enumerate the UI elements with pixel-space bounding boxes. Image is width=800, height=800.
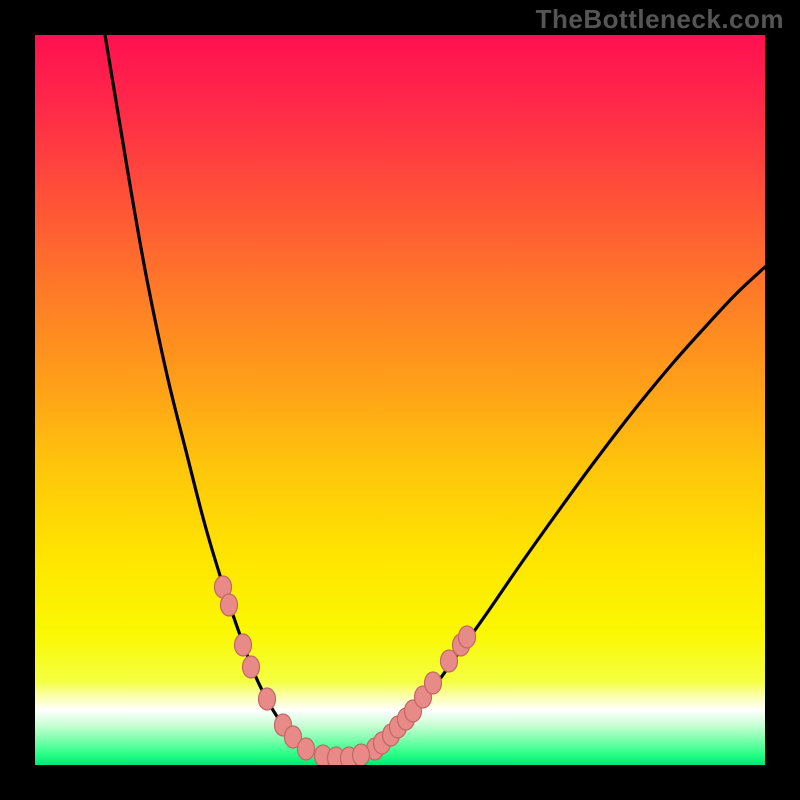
chart-frame: TheBottleneck.com (0, 0, 800, 800)
data-marker (259, 688, 276, 710)
data-marker (243, 656, 260, 678)
data-marker (353, 744, 370, 765)
plot-area (35, 35, 765, 765)
data-marker (425, 672, 442, 694)
watermark-text: TheBottleneck.com (536, 4, 784, 35)
data-marker (235, 634, 252, 656)
plot-svg (35, 35, 765, 765)
data-marker (459, 626, 476, 648)
data-marker (221, 594, 238, 616)
gradient-background (35, 35, 765, 765)
data-marker (298, 738, 315, 760)
